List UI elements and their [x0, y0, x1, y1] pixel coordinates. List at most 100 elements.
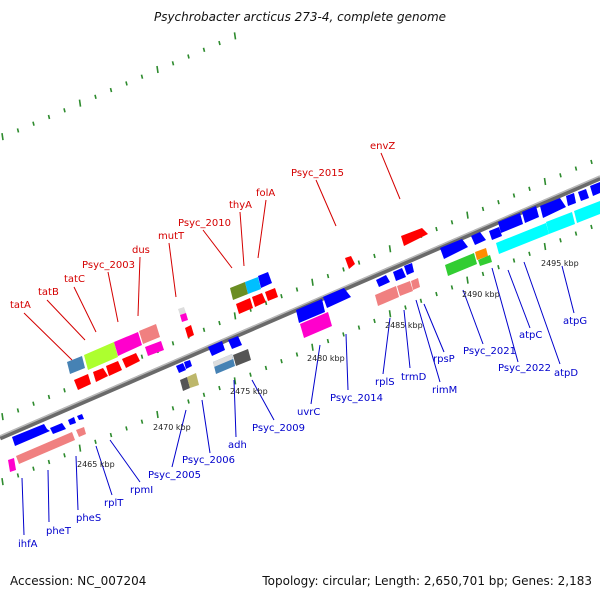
tick-mark: [109, 432, 113, 438]
gene-feature: [411, 278, 420, 290]
leader-line: [403, 309, 411, 369]
gene-label-psyc-2009: Psyc_2009: [252, 423, 305, 434]
leader-line: [23, 312, 73, 361]
tick-mark: [187, 54, 190, 59]
leader-line: [462, 289, 484, 345]
genome-summary: Topology: circular; Length: 2,650,701 bp…: [262, 574, 592, 588]
gene-feature: [578, 189, 589, 201]
top-gene-labels: tatA tatB tatC Psyc_2003 dus mutT Psyc_2…: [10, 141, 395, 311]
tick-mark: [326, 338, 330, 344]
tick-mark: [466, 211, 469, 219]
gene-feature: [74, 374, 91, 390]
gene-feature: [208, 341, 225, 356]
gene-feature: [546, 212, 575, 234]
gene-feature: [300, 312, 332, 338]
tick-mark: [373, 253, 376, 259]
leader-line: [95, 445, 113, 496]
gene-label-psyc-2015: Psyc_2015: [291, 168, 344, 179]
gene-feature: [375, 286, 399, 306]
tick-mark: [512, 193, 516, 198]
leader-line: [423, 303, 445, 353]
gene-label-psyc-2021: Psyc_2021: [463, 346, 516, 357]
gene-feature: [471, 232, 486, 245]
tick-mark: [218, 320, 221, 326]
scale-label: 2475 kbp: [230, 387, 268, 396]
tick-mark: [125, 426, 128, 431]
leader-line: [233, 379, 237, 438]
gene-feature: [50, 423, 66, 434]
gene-feature: [252, 293, 266, 307]
tick-mark: [435, 291, 438, 297]
gene-feature: [77, 414, 84, 420]
tick-mark: [311, 278, 314, 286]
tick-mark: [559, 238, 562, 243]
tick-mark: [16, 128, 20, 133]
gene-feature: [445, 253, 477, 276]
gene-feature: [114, 332, 142, 356]
gene-label-atpD: atpD: [554, 368, 578, 379]
tick-mark: [574, 166, 578, 171]
tick-mark: [528, 186, 531, 191]
tick-mark: [311, 343, 314, 351]
gene-label-trmD: trmD: [401, 372, 427, 383]
tick-mark: [171, 406, 175, 411]
leader-line: [380, 152, 401, 200]
gene-feature: [176, 363, 186, 373]
gene-feature: [187, 373, 199, 388]
leader-line: [168, 242, 177, 298]
gene-feature: [236, 298, 253, 314]
tick-mark: [280, 294, 283, 299]
leader-line: [239, 211, 245, 267]
gene-feature: [76, 427, 86, 437]
leader-line: [202, 229, 233, 269]
tick-mark: [32, 401, 35, 406]
gene-feature: [12, 424, 50, 446]
leader-line: [523, 261, 561, 365]
gene-feature: [376, 275, 390, 287]
gene-feature: [122, 353, 140, 368]
gene-label-mutT: mutT: [158, 231, 185, 242]
tick-mark: [140, 74, 144, 79]
gene-label-psyc-2022: Psyc_2022: [498, 363, 551, 374]
gene-feature: [265, 288, 278, 301]
tick-mark: [357, 260, 361, 265]
leader-line: [310, 344, 321, 405]
tick-mark: [233, 32, 237, 40]
tick-mark: [156, 410, 159, 419]
gene-label-dus: dus: [132, 245, 150, 256]
gene-feature: [139, 324, 160, 344]
tick-mark: [497, 200, 500, 205]
tick-mark: [388, 310, 392, 318]
tick-mark: [280, 359, 283, 364]
tick-mark: [528, 251, 531, 256]
gene-label-envZ: envZ: [370, 141, 395, 152]
tick-mark: [16, 473, 20, 478]
leader-line: [507, 269, 531, 329]
gene-feature: [489, 227, 502, 240]
tick-mark: [419, 298, 423, 303]
gene-feature: [475, 248, 488, 260]
tick-mark: [94, 94, 97, 99]
tick-mark: [497, 265, 500, 270]
leader-line: [73, 286, 97, 333]
tick-mark: [171, 61, 175, 66]
gene-label-tatA: tatA: [10, 300, 31, 311]
gene-feature: [323, 288, 351, 308]
gene-feature: [106, 361, 122, 376]
tick-mark: [63, 108, 66, 113]
tick-mark: [218, 40, 221, 46]
genome-backbone: [0, 175, 600, 441]
gene-label-pheS: pheS: [76, 513, 101, 524]
gene-feature: [590, 182, 600, 196]
tick-mark: [481, 206, 485, 212]
genome-backbone-highlight: [0, 175, 600, 437]
tick-mark: [171, 341, 175, 346]
tick-mark: [466, 276, 469, 284]
tick-mark: [125, 81, 128, 86]
tick-mark: [590, 159, 593, 165]
leader-line: [415, 299, 441, 383]
tick-mark: [357, 325, 361, 330]
leader-line: [257, 199, 267, 259]
tick-mark: [450, 220, 454, 225]
gene-label-tatC: tatC: [64, 274, 85, 285]
